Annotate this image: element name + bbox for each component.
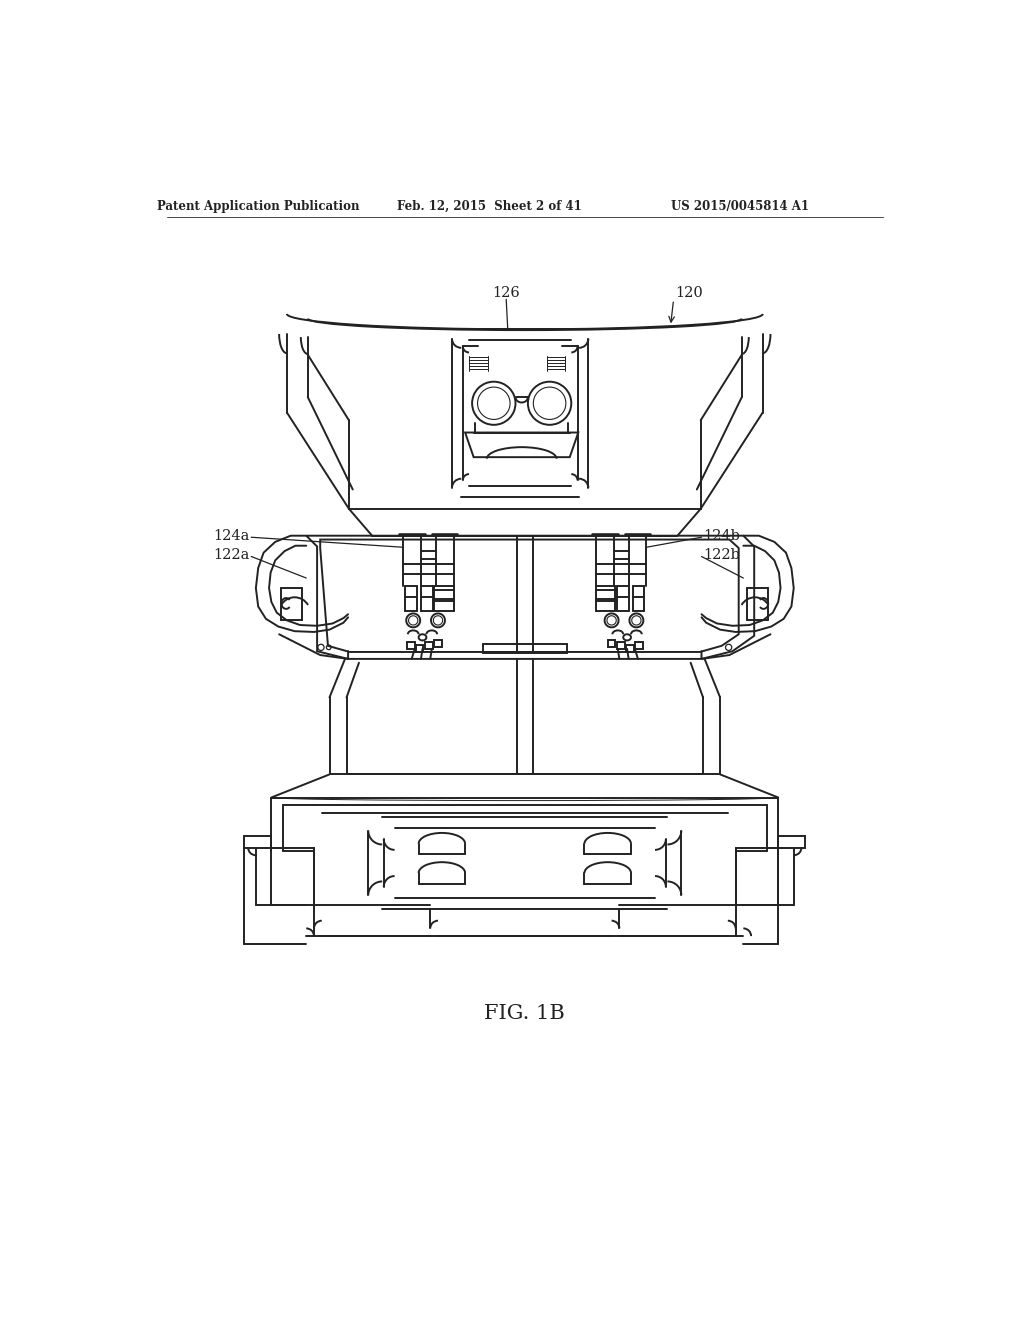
Text: Feb. 12, 2015  Sheet 2 of 41: Feb. 12, 2015 Sheet 2 of 41	[396, 199, 582, 213]
Text: 122a: 122a	[213, 548, 250, 562]
Text: 124b: 124b	[703, 529, 740, 543]
Text: 122b: 122b	[703, 548, 740, 562]
Text: FIG. 1B: FIG. 1B	[484, 1003, 565, 1023]
Text: 120: 120	[675, 286, 702, 300]
Text: US 2015/0045814 A1: US 2015/0045814 A1	[672, 199, 809, 213]
Text: 124a: 124a	[213, 529, 250, 543]
Text: 126: 126	[493, 286, 520, 300]
Text: Patent Application Publication: Patent Application Publication	[157, 199, 359, 213]
